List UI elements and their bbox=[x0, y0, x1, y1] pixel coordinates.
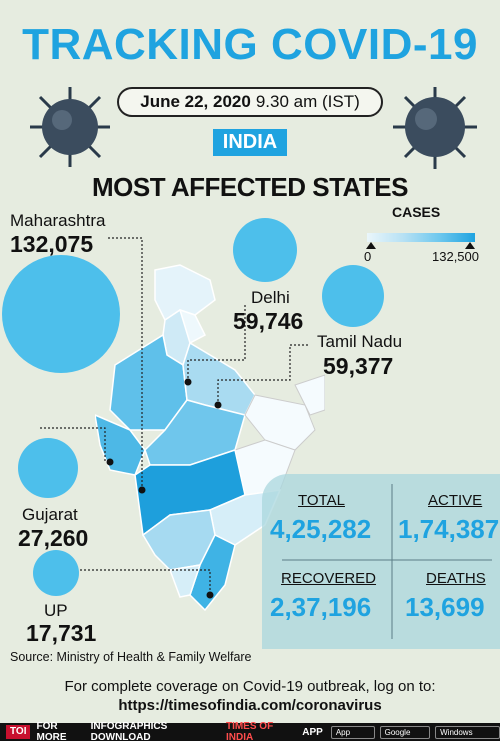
state-cases-gujarat: 27,260 bbox=[18, 525, 89, 551]
legend-max-marker bbox=[465, 242, 475, 249]
total-label: TOTAL bbox=[298, 492, 345, 509]
state-cases-delhi: 59,746 bbox=[233, 308, 304, 334]
bubble-gujarat bbox=[18, 438, 78, 498]
google-play-button[interactable]: Google play bbox=[379, 725, 431, 741]
deaths-label: DEATHS bbox=[426, 570, 486, 587]
active-label: ACTIVE bbox=[428, 492, 483, 509]
footer-link[interactable]: https://timesofindia.com/coronavirus bbox=[118, 697, 382, 714]
legend-min-marker bbox=[366, 242, 376, 249]
virus-icon-right bbox=[393, 87, 477, 169]
legend-gradient bbox=[367, 233, 475, 242]
state-cases-maharashtra: 132,075 bbox=[10, 231, 94, 257]
total-value: 4,25,282 bbox=[270, 514, 372, 544]
active-value: 1,74,387 bbox=[398, 514, 500, 544]
stats-panel bbox=[262, 474, 500, 649]
state-name-delhi: Delhi bbox=[251, 288, 290, 307]
section-subtitle: MOST AFFECTED STATES bbox=[92, 172, 408, 202]
page-title: TRACKING COVID-19 bbox=[22, 20, 478, 69]
bubble-delhi bbox=[233, 218, 297, 282]
footer-text: For complete coverage on Covid-19 outbre… bbox=[64, 678, 436, 695]
state-cases-tamil-nadu: 59,377 bbox=[323, 353, 394, 379]
legend-max-label: 132,500 bbox=[432, 249, 479, 264]
bottom-text-1: FOR MORE bbox=[36, 721, 67, 741]
bubble-tamil-nadu bbox=[322, 265, 384, 327]
state-name-gujarat: Gujarat bbox=[22, 505, 78, 524]
date-text: June 22, 2020 bbox=[140, 92, 251, 111]
virus-icon-left bbox=[30, 87, 110, 167]
recovered-value: 2,37,196 bbox=[270, 592, 372, 622]
bubble-maharashtra bbox=[2, 255, 120, 373]
bottom-text-3: APP bbox=[302, 726, 323, 738]
app-store-button[interactable]: App Store bbox=[330, 725, 375, 741]
legend-min-label: 0 bbox=[364, 249, 372, 264]
state-cases-up: 17,731 bbox=[26, 620, 97, 646]
source-note: Source: Ministry of Health & Family Welf… bbox=[10, 650, 252, 664]
legend-title: CASES bbox=[392, 204, 441, 220]
bottom-text-2: INFOGRAPHICS DOWNLOAD bbox=[90, 721, 168, 741]
deaths-value: 13,699 bbox=[405, 592, 485, 622]
state-name-tamil-nadu: Tamil Nadu bbox=[317, 332, 403, 351]
state-name-maharashtra: Maharashtra bbox=[10, 211, 106, 230]
time-text: 9.30 am (IST) bbox=[255, 92, 360, 111]
date-pill: June 22, 2020 9.30 am (IST) bbox=[117, 87, 383, 117]
bottom-highlight: TIMES OF INDIA bbox=[225, 721, 274, 741]
bubble-up bbox=[33, 550, 79, 596]
country-tag: INDIA bbox=[213, 129, 287, 156]
stats-dividers bbox=[282, 484, 492, 639]
toi-logo: TOI bbox=[6, 725, 31, 739]
india-map bbox=[95, 264, 325, 612]
recovered-label: RECOVERED bbox=[281, 570, 377, 587]
bottom-bar: TOI FOR MORE INFOGRAPHICS DOWNLOAD TIMES… bbox=[0, 721, 500, 741]
state-name-up: UP bbox=[44, 601, 68, 620]
windows-phone-button[interactable]: Windows Phone bbox=[435, 725, 500, 741]
